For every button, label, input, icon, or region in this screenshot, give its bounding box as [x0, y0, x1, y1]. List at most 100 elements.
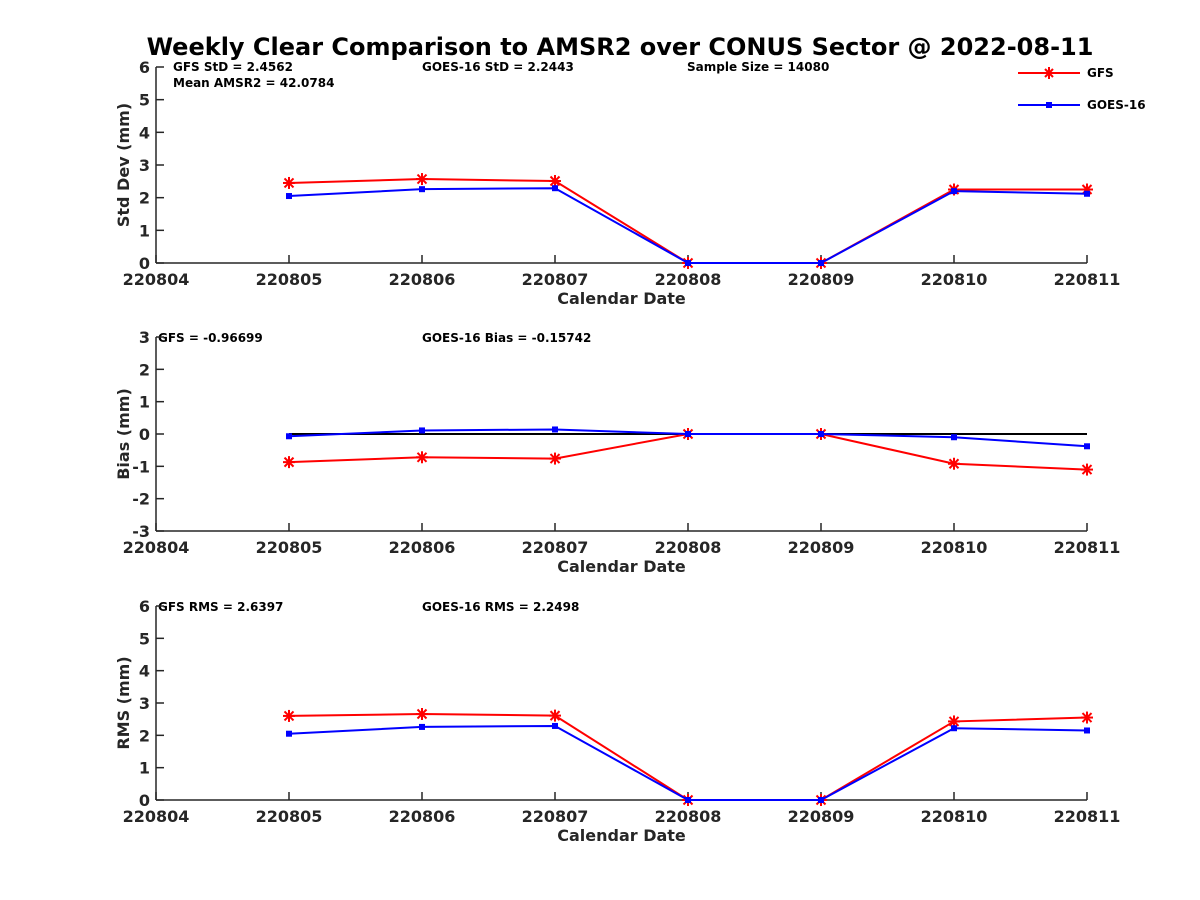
annotation-goes16-rms: GOES-16 RMS = 2.2498	[422, 600, 579, 614]
y-tick-label: 2	[139, 726, 150, 745]
y-tick-label: 0	[139, 791, 150, 810]
y-tick-label: 6	[139, 58, 150, 77]
data-point-goes-16	[419, 723, 425, 730]
x-axis-label: Calendar Date	[557, 826, 686, 845]
data-point-goes-16	[818, 431, 824, 437]
x-tick-label: 220804	[123, 270, 190, 289]
data-point-gfs	[1081, 463, 1093, 476]
panel-2: 220804 220805 220806 220807 220808 220809 2208…	[114, 328, 1120, 576]
x-axis-label: Calendar Date	[557, 557, 686, 576]
y-tick-label: 3	[139, 156, 150, 175]
data-point-goes-16	[685, 431, 691, 437]
data-point-goes-16	[552, 426, 558, 433]
data-point-goes-16	[286, 193, 292, 200]
x-tick-label: 220806	[389, 538, 456, 557]
y-axis-label: Std Dev (mm)	[114, 103, 133, 227]
data-point-goes-16	[685, 260, 691, 266]
data-point-gfs	[283, 709, 295, 722]
x-tick-label: 220805	[256, 807, 323, 826]
x-tick-label: 220808	[655, 270, 722, 289]
data-point-gfs	[416, 707, 428, 720]
annotation-sample-size: Sample Size = 14080	[687, 60, 829, 74]
legend: GFS GOES-16	[1018, 66, 1146, 112]
data-point-gfs	[283, 456, 295, 469]
data-point-goes-16	[419, 427, 425, 434]
x-axis-label: Calendar Date	[557, 289, 686, 308]
data-point-goes-16	[286, 730, 292, 737]
y-tick-label: 4	[139, 123, 150, 142]
x-tick-label: 220810	[921, 270, 988, 289]
x-tick-label: 220807	[522, 807, 589, 826]
x-tick-label: 220809	[788, 807, 855, 826]
x-tick-label: 220805	[256, 538, 323, 557]
y-tick-label: 2	[139, 189, 150, 208]
legend-goes16-marker	[1046, 102, 1052, 108]
x-tick-label: 220804	[123, 807, 190, 826]
data-point-goes-16	[1084, 727, 1090, 734]
data-point-goes-16	[685, 797, 691, 803]
y-tick-label: 5	[139, 91, 150, 110]
y-tick-label: 3	[139, 328, 150, 347]
data-point-gfs	[948, 715, 960, 728]
data-point-gfs	[416, 451, 428, 464]
data-point-goes-16	[552, 722, 558, 729]
data-point-goes-16	[951, 725, 957, 732]
legend-gfs-label: GFS	[1087, 66, 1114, 80]
data-point-gfs	[416, 173, 428, 186]
x-tick-label: 220811	[1054, 538, 1121, 557]
annotation-mean-amsr2: Mean AMSR2 = 42.0784	[173, 76, 334, 90]
legend-gfs-marker	[1043, 67, 1055, 79]
x-tick-label: 220804	[123, 538, 190, 557]
data-point-gfs	[549, 175, 561, 188]
y-tick-label: 1	[139, 221, 150, 240]
data-point-gfs	[283, 176, 295, 189]
data-point-goes-16	[951, 434, 957, 441]
data-point-gfs	[948, 457, 960, 470]
data-point-gfs	[549, 709, 561, 722]
series-line-goes-16	[288, 724, 1088, 801]
y-axis-label: Bias (mm)	[114, 388, 133, 480]
y-axis-label: RMS (mm)	[114, 656, 133, 749]
x-tick-label: 220809	[788, 538, 855, 557]
panel-1: 220804 220805 220806 220807 220808 220809 2208…	[114, 58, 1120, 308]
data-point-goes-16	[951, 188, 957, 195]
data-point-gfs	[549, 452, 561, 465]
annotation-goes16-std: GOES-16 StD = 2.2443	[422, 60, 574, 74]
y-tick-label: 2	[139, 360, 150, 379]
data-point-goes-16	[818, 260, 824, 266]
x-tick-label: 220808	[655, 807, 722, 826]
data-point-goes-16	[552, 185, 558, 192]
data-point-gfs	[1081, 711, 1093, 724]
chart-title: Weekly Clear Comparison to AMSR2 over CO…	[147, 33, 1094, 61]
series-line-goes-16	[288, 187, 1088, 264]
data-point-goes-16	[419, 186, 425, 193]
y-tick-label: 1	[139, 393, 150, 412]
y-tick-label: -1	[132, 457, 150, 476]
x-tick-label: 220811	[1054, 270, 1121, 289]
y-tick-label: -3	[132, 522, 150, 541]
y-tick-label: 5	[139, 629, 150, 648]
plot-layer: 220804 220805 220806 220807 220808 220809 2208…	[114, 58, 1120, 845]
x-tick-label: 220811	[1054, 807, 1121, 826]
data-point-goes-16	[818, 797, 824, 803]
annotation-gfs-std: GFS StD = 2.4562	[173, 60, 293, 74]
y-tick-label: 3	[139, 694, 150, 713]
annotation-goes16-bias: GOES-16 Bias = -0.15742	[422, 331, 591, 345]
y-tick-label: 4	[139, 662, 150, 681]
x-tick-label: 220807	[522, 538, 589, 557]
x-tick-label: 220810	[921, 538, 988, 557]
y-tick-label: -2	[132, 490, 150, 509]
y-tick-label: 0	[139, 425, 150, 444]
data-point-goes-16	[1084, 190, 1090, 197]
x-tick-label: 220807	[522, 270, 589, 289]
x-tick-label: 220809	[788, 270, 855, 289]
x-tick-label: 220808	[655, 538, 722, 557]
legend-goes16-label: GOES-16	[1087, 98, 1146, 112]
data-point-goes-16	[286, 433, 292, 440]
x-tick-label: 220810	[921, 807, 988, 826]
x-tick-label: 220806	[389, 807, 456, 826]
data-point-goes-16	[1084, 443, 1090, 450]
y-tick-label: 0	[139, 254, 150, 273]
annotation-gfs-rms: GFS RMS = 2.6397	[158, 600, 283, 614]
